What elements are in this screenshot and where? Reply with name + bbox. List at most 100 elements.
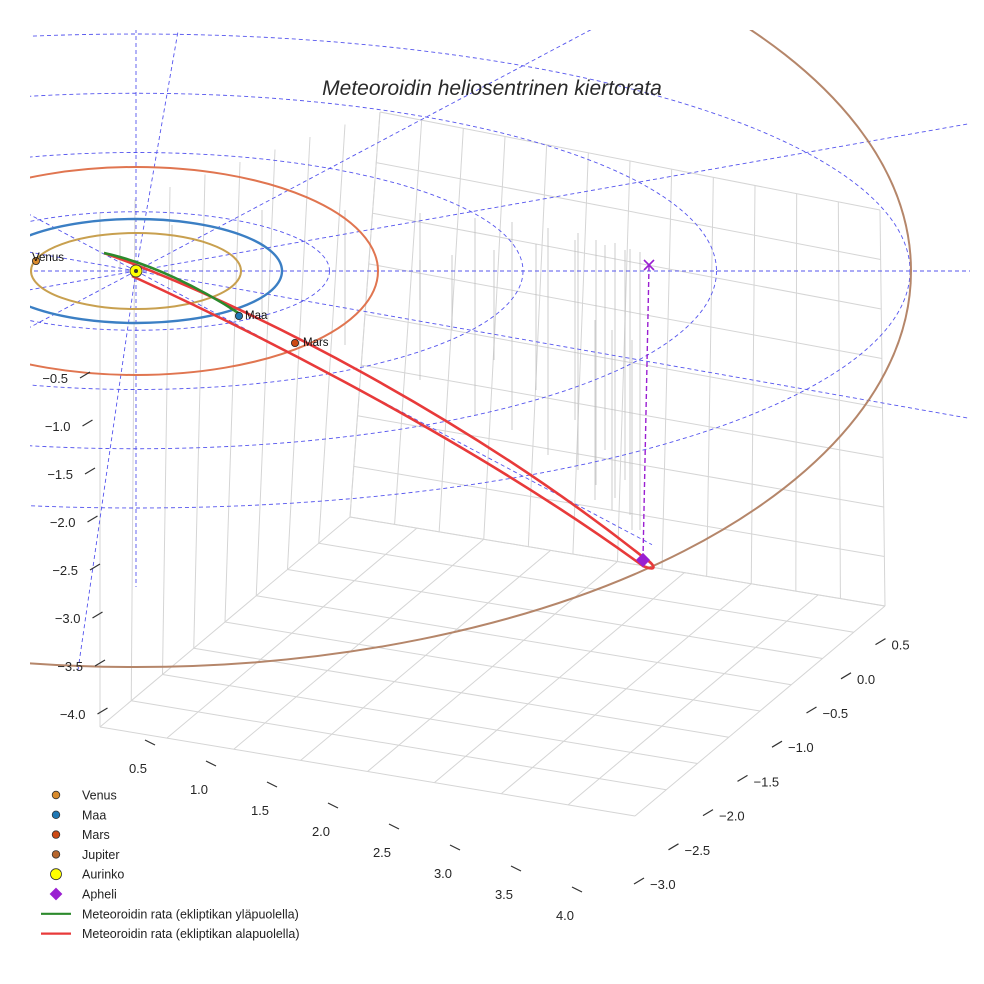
- x-tick-label: 1.0: [190, 782, 208, 797]
- grid-line: [287, 569, 823, 659]
- y-tick-label: −1.5: [754, 774, 780, 789]
- chart-title: Meteoroidin heliosentrinen kiertorata: [322, 77, 662, 100]
- meteoroid-orbit: [103, 251, 655, 570]
- z-tick: [79, 371, 91, 379]
- z-tick-label: −0.5: [42, 371, 68, 386]
- z-tick-label: −1.5: [47, 467, 73, 482]
- orbit-jupiter: [30, 30, 912, 668]
- grid-line: [376, 162, 881, 260]
- grid-line: [255, 149, 276, 596]
- venus-label: Venus: [32, 252, 64, 264]
- z-tick: [92, 611, 103, 619]
- mars-marker: [290, 338, 299, 347]
- ecliptic-spoke: [135, 30, 592, 272]
- grid-line: [224, 621, 761, 712]
- x-tick: [449, 844, 461, 851]
- ecliptic-spoke: [30, 214, 137, 272]
- x-tick: [205, 760, 217, 767]
- x-tick-label: 3.0: [434, 866, 452, 881]
- ecliptic-spoke: [135, 270, 970, 419]
- z-tick: [82, 419, 93, 427]
- grid-line: [364, 314, 883, 409]
- grid-line: [99, 726, 636, 817]
- x-tick-label: 4.0: [556, 908, 574, 923]
- planet-orbits: [30, 30, 912, 668]
- legend-label: Mars: [82, 828, 110, 842]
- axis-ticks: −0.5 −1.0 −1.5 −2.0 −2.5 −3.0 −3.5 −4.0 0.5 1.0 1.…: [42, 371, 909, 923]
- y-tick: [875, 638, 886, 646]
- grid-line: [349, 111, 381, 518]
- z-tick: [97, 707, 108, 715]
- z-tick-label: −2.5: [52, 563, 78, 578]
- ecliptic-spoke: [135, 123, 970, 272]
- legend-label: Jupiter: [82, 848, 120, 862]
- aphelion-projection-marker: [643, 259, 655, 271]
- grid-line: [162, 674, 698, 764]
- legend-label: Apheli: [82, 888, 117, 902]
- y-tick: [771, 740, 783, 748]
- legend-marker: [51, 830, 61, 839]
- legend-marker: [51, 850, 61, 859]
- y-tick: [737, 774, 748, 782]
- x-tick-label: 2.0: [312, 824, 330, 839]
- x-tick-label: 1.5: [251, 803, 269, 818]
- x-tick: [510, 865, 522, 872]
- grid-line: [349, 516, 886, 607]
- planet-maa: Maa: [234, 310, 268, 322]
- z-tick-label: −3.5: [57, 659, 83, 674]
- legend-label: Meteoroidin rata (ekliptikan yläpuolella…: [82, 907, 299, 921]
- grid-line: [318, 124, 346, 544]
- y-tick-label: −1.0: [788, 740, 814, 755]
- planet-venus: Venus: [32, 252, 64, 265]
- legend-label: Meteoroidin rata (ekliptikan alapuolella…: [82, 927, 299, 941]
- meteoroid-orbit-above-ecliptic: [103, 251, 241, 316]
- z-tick: [89, 563, 101, 571]
- z-tick-label: −2.0: [50, 515, 76, 530]
- grid-line: [131, 700, 667, 791]
- grid-line: [353, 465, 885, 557]
- grid-line: [224, 161, 241, 623]
- grid-line: [357, 415, 884, 508]
- grid-line: [372, 212, 882, 310]
- ecliptic-spoke: [77, 270, 137, 671]
- z-tick-label: −4.0: [60, 707, 86, 722]
- aphelion-marker: [635, 552, 651, 568]
- grid-line: [318, 542, 854, 633]
- maa-label: Maa: [245, 310, 268, 322]
- y-tick-label: −3.0: [650, 877, 676, 892]
- orbit-maa: [30, 217, 284, 325]
- x-tick: [327, 802, 339, 809]
- legend: Venus Maa Mars Jupiter Aurinko Apheli Meteoroi…: [41, 789, 299, 941]
- grid-line: [193, 174, 206, 649]
- orbit-mars: [30, 166, 379, 376]
- x-tick-label: 2.5: [373, 845, 391, 860]
- ecliptic-spoke: [30, 270, 137, 291]
- y-tick: [806, 706, 817, 714]
- grid-line: [162, 186, 171, 675]
- y-tick: [702, 809, 714, 817]
- ecliptic-spoke: [30, 251, 137, 272]
- y-tick: [668, 843, 679, 851]
- ecliptic-spoke: [30, 270, 137, 328]
- orbit-venus: [30, 232, 242, 310]
- y-tick: [840, 672, 852, 680]
- x-tick: [571, 886, 583, 893]
- planet-mars: Mars: [290, 337, 329, 349]
- grid-line: [379, 111, 881, 211]
- y-tick: [633, 877, 645, 885]
- legend-label: Maa: [82, 808, 106, 822]
- maa-marker: [234, 311, 243, 320]
- x-tick: [144, 739, 156, 746]
- meteoroid-orbit-below-ecliptic: [103, 251, 655, 570]
- legend-marker: [49, 887, 63, 901]
- grid-line: [256, 595, 792, 686]
- y-tick-label: −0.5: [823, 706, 849, 721]
- ecliptic-spoke: [135, 30, 179, 272]
- y-tick-label: 0.5: [892, 638, 910, 653]
- grid-line: [130, 199, 136, 701]
- legend-label: Aurinko: [82, 868, 124, 882]
- x-tick-label: 0.5: [129, 761, 147, 776]
- mars-label: Mars: [303, 337, 329, 349]
- x-tick-label: 3.5: [495, 887, 513, 902]
